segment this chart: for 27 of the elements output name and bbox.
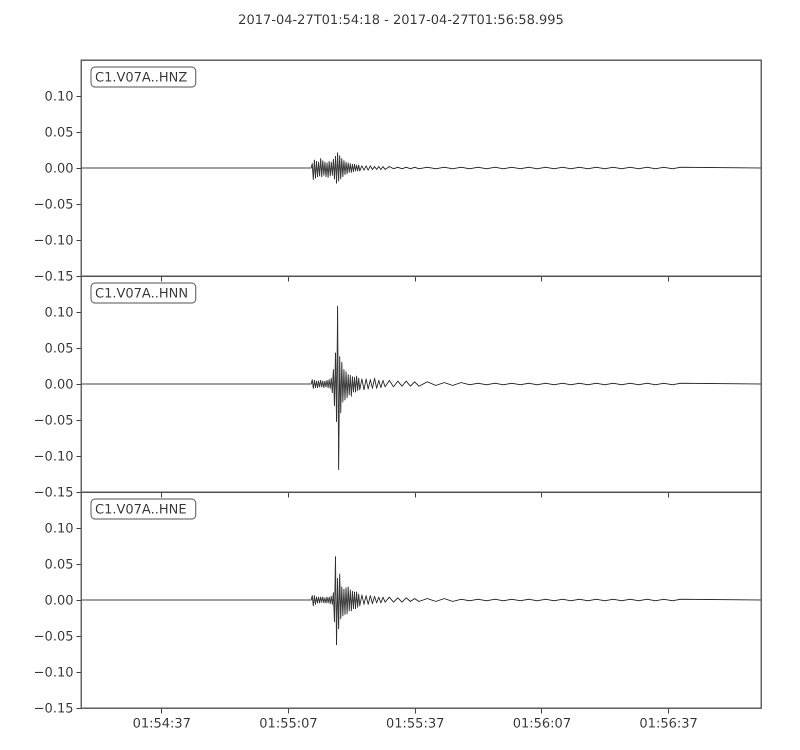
y-tick-label: 0.10 [44,90,74,104]
y-tick-label: 0.10 [44,306,74,320]
y-tick-label: −0.15 [34,702,74,716]
y-tick-label: −0.05 [34,630,74,644]
y-tick-label: −0.10 [34,450,74,464]
x-tick-label: 01:56:07 [512,716,572,732]
y-tick-label: −0.10 [34,234,74,248]
x-tick-label: 01:56:37 [639,716,698,732]
y-tick-label: 0.05 [44,126,74,140]
y-tick-label: −0.10 [34,666,74,680]
y-tick-label: −0.05 [34,198,74,212]
x-tick-label: 01:54:37 [132,716,191,732]
chart-title: 2017-04-27T01:54:18 - 2017-04-27T01:56:58.995 [238,13,564,28]
y-tick-label: 0.00 [44,162,74,176]
annotation: C1.V07A..HNE [95,502,187,518]
y-tick-label: −0.15 [34,270,74,284]
annotation: C1.V07A..HNN [95,286,188,302]
y-tick-label: 0.05 [44,558,74,572]
y-tick-label: 0.00 [44,594,74,608]
y-tick-label: −0.05 [34,414,74,428]
annotation: C1.V07A..HNZ [95,70,188,86]
y-tick-label: 0.00 [44,378,74,392]
x-tick-label: 01:55:07 [259,716,318,732]
y-tick-label: −0.15 [34,486,74,500]
y-tick-label: 0.10 [44,522,74,536]
y-tick-label: 0.05 [44,342,74,356]
x-tick-label: 01:55:37 [386,716,444,732]
